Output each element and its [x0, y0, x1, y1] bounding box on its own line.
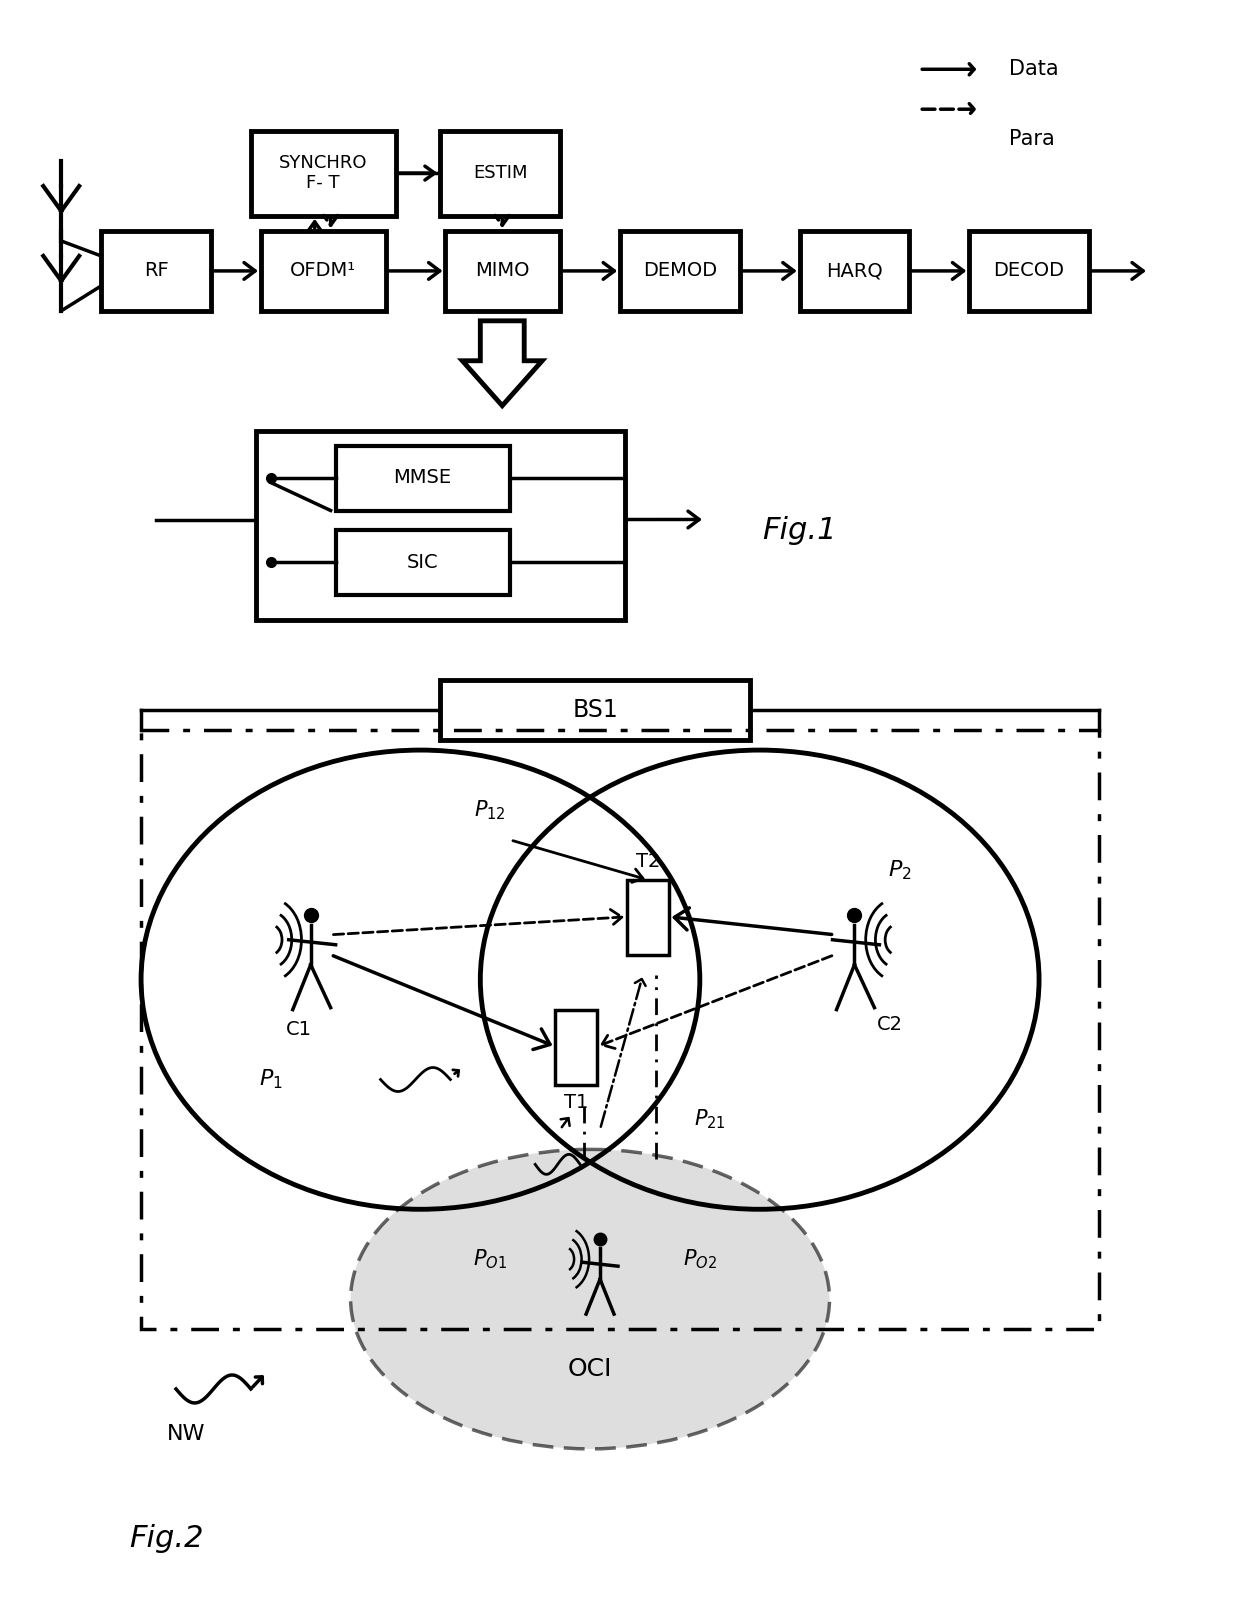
Bar: [102, 232, 211, 312]
Bar: [260, 232, 386, 312]
Bar: [336, 446, 510, 510]
Text: MMSE: MMSE: [393, 468, 451, 487]
Polygon shape: [463, 321, 542, 406]
Text: BS1: BS1: [572, 698, 618, 722]
Text: RF: RF: [144, 262, 169, 280]
Bar: [627, 880, 668, 954]
Bar: [440, 681, 750, 740]
Bar: [445, 232, 560, 312]
Text: $P_{O1}$: $P_{O1}$: [474, 1248, 507, 1270]
Bar: [250, 131, 396, 216]
Text: NW: NW: [166, 1424, 206, 1445]
Bar: [556, 1010, 596, 1085]
Text: C2: C2: [877, 1015, 903, 1034]
Bar: [970, 232, 1089, 312]
Text: DEMOD: DEMOD: [642, 262, 717, 280]
Text: C1: C1: [285, 1020, 311, 1039]
Bar: [620, 232, 740, 312]
Bar: [440, 131, 560, 216]
Text: T1: T1: [564, 1093, 588, 1112]
Text: Fig.2: Fig.2: [129, 1524, 203, 1553]
Text: T2: T2: [636, 852, 660, 871]
Text: ESTIM: ESTIM: [472, 165, 527, 182]
Bar: [255, 430, 625, 620]
Bar: [336, 531, 510, 596]
Text: $P_1$: $P_1$: [259, 1067, 283, 1091]
Text: SIC: SIC: [407, 553, 438, 572]
Text: $P_2$: $P_2$: [888, 858, 911, 882]
Text: $P_{12}$: $P_{12}$: [475, 797, 506, 821]
Text: OCI: OCI: [568, 1357, 613, 1381]
Text: MIMO: MIMO: [475, 262, 529, 280]
Text: HARQ: HARQ: [826, 262, 883, 280]
Text: Fig.1: Fig.1: [763, 516, 837, 545]
Bar: [800, 232, 909, 312]
Bar: [141, 730, 1099, 1330]
Ellipse shape: [351, 1149, 830, 1449]
Text: Data: Data: [1009, 59, 1059, 80]
Text: $P_{21}$: $P_{21}$: [694, 1107, 725, 1131]
Text: SYNCHRO
F- T: SYNCHRO F- T: [279, 153, 367, 192]
Text: $P_{O2}$: $P_{O2}$: [683, 1248, 717, 1270]
Text: OFDM¹: OFDM¹: [290, 262, 356, 280]
Text: DECOD: DECOD: [993, 262, 1065, 280]
Text: Para: Para: [1009, 129, 1055, 149]
